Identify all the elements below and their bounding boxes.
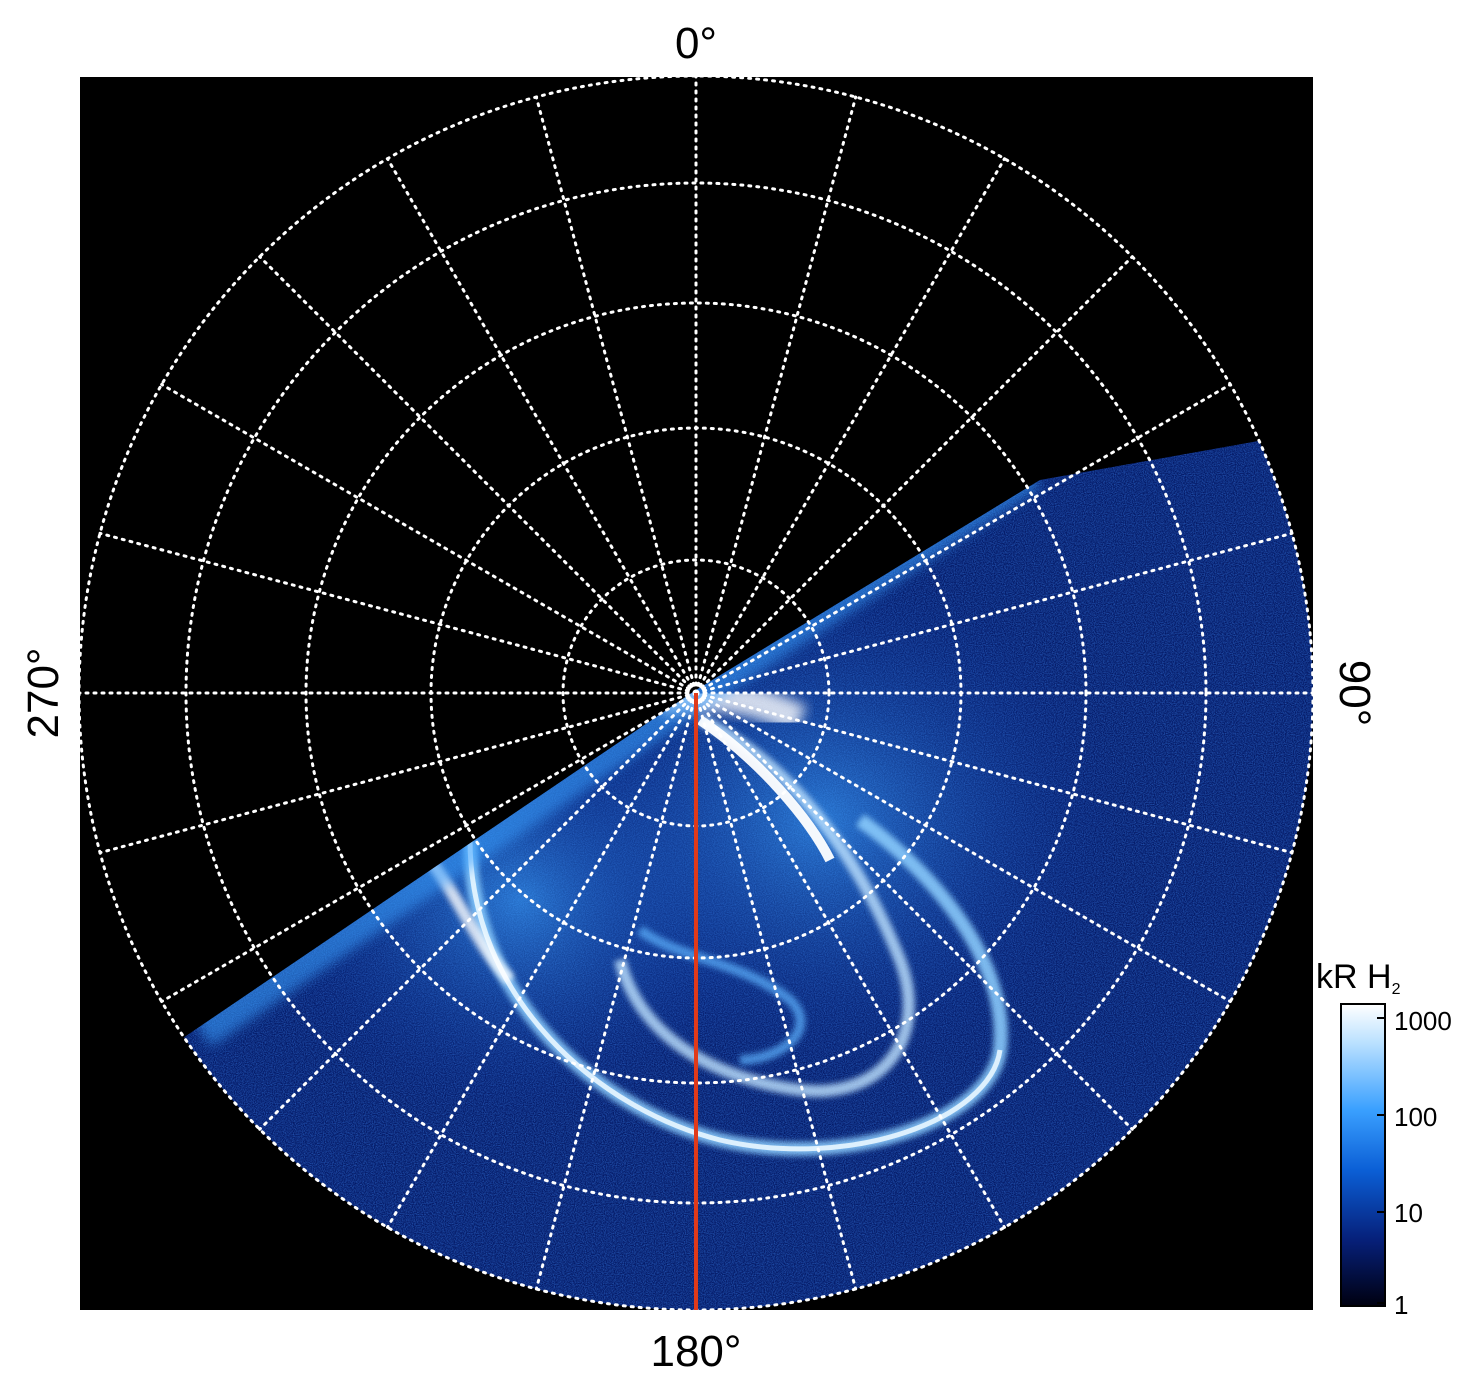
grid-meridian: [694, 691, 858, 1291]
grid-meridian: [694, 691, 1006, 1229]
colorbar-tick-label: 10: [1394, 1198, 1423, 1228]
grid-meridian: [160, 383, 698, 695]
grid-meridian: [258, 691, 698, 1131]
grid-meridian: [534, 691, 698, 1291]
label-0-deg: 0°: [675, 19, 717, 68]
colorbar-gradient: [1340, 1003, 1386, 1307]
grid-meridian: [258, 255, 698, 695]
grid-circle: [304, 301, 1088, 1085]
colorbar: kR H2 1000 100 10 1: [1316, 958, 1452, 1320]
grid-meridian: [98, 531, 698, 695]
grid-meridian: [386, 691, 698, 1229]
colorbar-tick-label: 100: [1394, 1102, 1437, 1132]
grid-meridian: [98, 691, 698, 855]
colorbar-tick-label: 1000: [1394, 1006, 1452, 1036]
grid-meridian: [534, 95, 698, 695]
grid-meridian: [694, 691, 1294, 855]
grid-meridian: [694, 691, 1232, 1003]
grid-meridian: [694, 383, 1232, 695]
label-180-deg: 180°: [650, 1327, 741, 1376]
label-270-deg: 270°: [19, 647, 68, 738]
grid-meridian: [386, 157, 698, 695]
polar-grid: [80, 77, 1313, 1310]
colorbar-title: kR H2: [1316, 958, 1401, 998]
grid-meridian: [694, 531, 1294, 695]
grid-meridian: [694, 95, 858, 695]
grid-meridian: [694, 691, 1134, 1131]
colorbar-tick-label: 1: [1394, 1290, 1408, 1320]
grid-meridian: [694, 157, 1006, 695]
label-90-deg: 90°: [1330, 660, 1379, 727]
grid-meridian: [160, 691, 698, 1003]
auroral-oval-inner: [614, 714, 915, 1098]
grid-meridian: [694, 255, 1134, 695]
